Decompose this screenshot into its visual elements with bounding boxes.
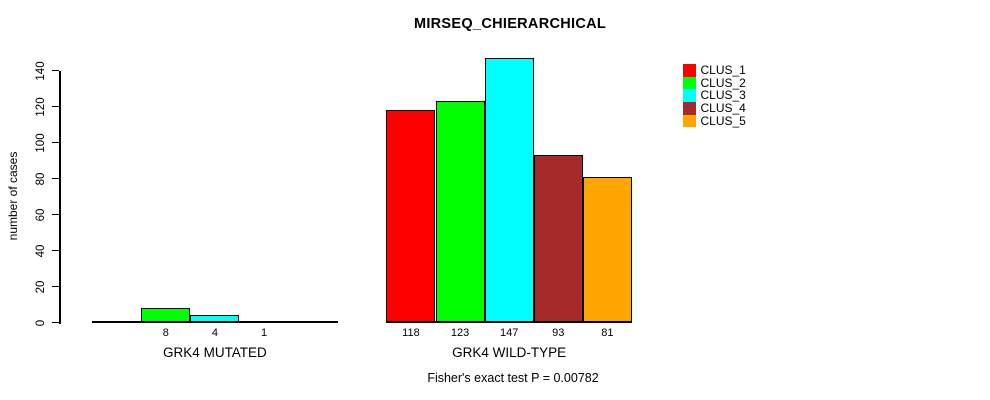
x-group-label: GRK4 MUTATED	[163, 344, 267, 360]
legend-label: CLUS_4	[700, 101, 746, 116]
bar-value-label: 4	[211, 326, 218, 339]
legend-row: CLUS_3	[683, 89, 746, 102]
legend: CLUS_1 CLUS_2 CLUS_3 CLUS_4 CLUS_5	[683, 64, 746, 128]
y-axis-tick-label: 120	[35, 96, 47, 117]
legend-label: CLUS_1	[700, 63, 746, 77]
bar-value-label: 147	[499, 326, 519, 339]
bar-clus_1	[386, 110, 436, 323]
chart-title: MIRSEQ_CHIERARCHICAL	[413, 16, 607, 32]
bar-clus_3	[484, 57, 534, 323]
legend-row: CLUS_1	[683, 64, 746, 77]
legend-swatch-clus_1	[683, 64, 696, 77]
y-axis-tick	[51, 141, 60, 144]
bar-clus_2	[141, 308, 191, 323]
x-group-label: GRK4 WILD-TYPE	[452, 344, 567, 360]
legend-label: CLUS_2	[700, 75, 746, 90]
bar-value-label: 123	[450, 326, 470, 339]
y-axis-title: number of cases	[6, 151, 20, 241]
legend-swatch-clus_4	[683, 102, 696, 115]
legend-label: CLUS_3	[700, 88, 746, 103]
y-axis-tick-label: 60	[35, 208, 47, 221]
bar-clus_2	[435, 101, 485, 323]
bar-value-label: 93	[552, 326, 565, 339]
y-axis-tick	[51, 249, 60, 252]
legend-row: CLUS_5	[683, 115, 746, 128]
bar-value-label: 118	[402, 326, 420, 339]
legend-swatch-clus_5	[683, 114, 696, 128]
legend-swatch-clus_2	[683, 76, 696, 90]
y-axis-tick	[51, 285, 60, 288]
bar-clus_4	[239, 320, 289, 323]
legend-row: CLUS_2	[683, 75, 746, 90]
bar-value-label: 81	[601, 326, 614, 339]
y-axis-tick-label: 140	[35, 60, 47, 81]
bar-value-label: 8	[162, 326, 169, 339]
legend-label: CLUS_5	[700, 113, 746, 128]
legend-row: CLUS_4	[683, 102, 746, 115]
y-axis-tick	[51, 177, 60, 180]
y-axis-tick-label: 40	[35, 244, 47, 257]
y-axis-tick	[51, 213, 60, 216]
y-axis-tick-label: 80	[35, 172, 47, 185]
y-axis-tick	[51, 321, 60, 324]
y-axis-tick-label: 0	[35, 319, 47, 326]
y-axis-tick-label: 20	[35, 280, 47, 293]
fisher-test-annotation: Fisher's exact test P = 0.00782	[427, 371, 599, 385]
y-axis-line	[59, 70, 61, 324]
bar-value-label: 1	[260, 326, 268, 339]
bar-clus_3	[190, 315, 240, 323]
y-axis-tick	[51, 69, 60, 72]
legend-swatch-clus_3	[683, 89, 696, 102]
bar-clus_5	[582, 176, 632, 323]
y-axis-tick	[51, 105, 60, 108]
y-axis-tick-label: 100	[35, 132, 47, 153]
bar-clus_4	[533, 155, 583, 323]
